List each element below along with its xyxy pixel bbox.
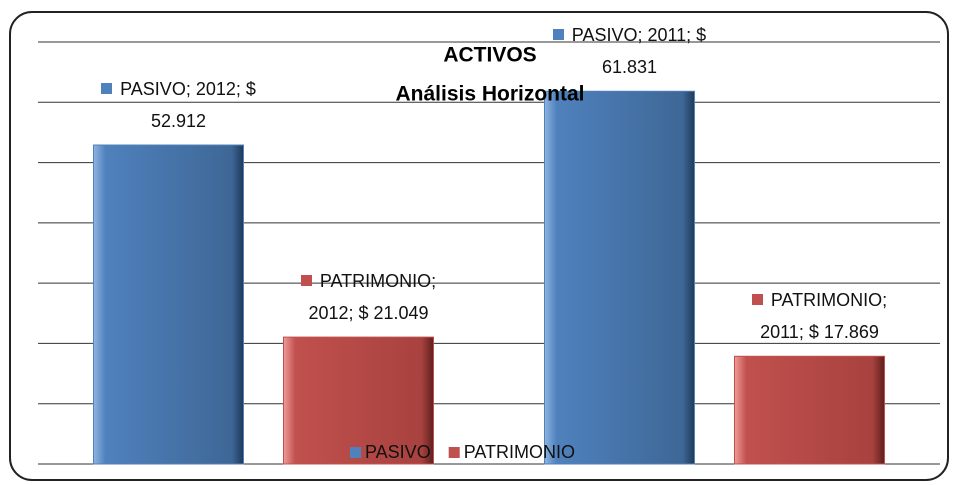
data-label: PATRIMONIO; 2012; $ 21.049	[284, 265, 454, 329]
bar	[544, 90, 695, 465]
label-marker	[552, 29, 564, 41]
bar	[283, 336, 434, 465]
legend-swatch	[448, 447, 460, 458]
data-label: PASIVO; 2012; $ 52.912	[79, 73, 279, 137]
data-label-text: PATRIMONIO; 2012; $ 21.049	[308, 271, 437, 324]
label-marker	[300, 275, 312, 287]
bar	[734, 355, 885, 465]
data-label-text: PASIVO; 2012; $ 52.912	[120, 79, 256, 132]
chart-title: ACTIVOS	[443, 44, 536, 67]
bar	[93, 144, 244, 465]
label-marker	[101, 83, 113, 95]
data-label-text: PATRIMONIO; 2011; $ 17.869	[760, 290, 888, 343]
legend-label: PATRIMONIO	[464, 442, 575, 462]
label-marker	[751, 294, 763, 306]
data-label-text: PASIVO; 2011; $ 61.831	[571, 25, 707, 78]
legend-label: PASIVO	[365, 442, 431, 462]
chart-border	[9, 11, 949, 481]
data-label: PASIVO; 2011; $ 61.831	[530, 19, 730, 83]
legend-swatch	[350, 447, 361, 458]
data-label: PATRIMONIO; 2011; $ 17.869	[735, 284, 905, 348]
chart-subtitle: Análisis Horizontal	[395, 83, 584, 106]
